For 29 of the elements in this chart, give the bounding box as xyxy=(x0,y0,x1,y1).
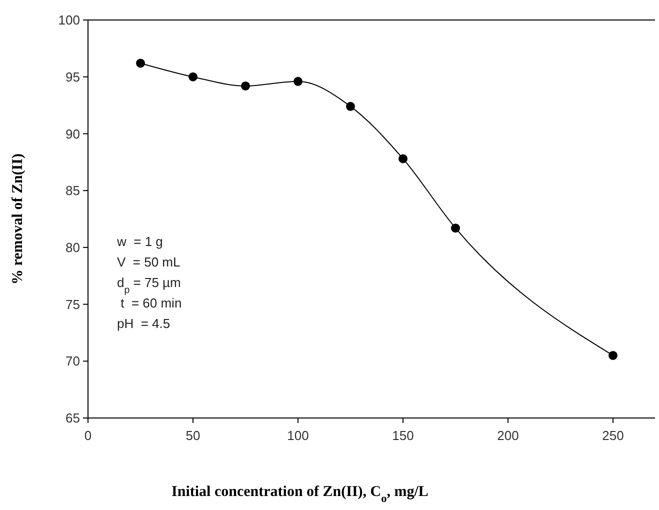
x-tick-label: 250 xyxy=(602,428,624,443)
point xyxy=(451,224,460,233)
point xyxy=(346,102,355,111)
x-axis-title: Initial concentration of Zn(II), C$_{o}$, mg/L xyxy=(172,484,428,505)
y-tick-label: 70 xyxy=(66,354,80,369)
point xyxy=(136,58,145,68)
point xyxy=(188,72,198,82)
annotation: d$_{p}$ = 75 µm xyxy=(117,275,181,296)
annotation: w = 1 g xyxy=(116,234,163,249)
point xyxy=(294,76,302,86)
point xyxy=(608,350,618,360)
y-tick-label: 75 xyxy=(66,296,80,312)
y-tick-label: 80 xyxy=(66,240,80,255)
point xyxy=(398,154,408,164)
x-tick-label: 150 xyxy=(392,428,414,443)
x-tick-label: 200 xyxy=(497,428,519,443)
y-tick-label: 85 xyxy=(66,183,80,198)
x-tick-label: 50 xyxy=(186,428,200,443)
annotation: V = 50 mL xyxy=(117,254,180,270)
y-axis-title: % removal of Zn(II) xyxy=(10,154,26,284)
y-tick-label: 100 xyxy=(58,12,80,28)
annotation: pH = 4.5 xyxy=(117,316,170,331)
y-tick-label: 95 xyxy=(66,69,80,84)
y-tick-label: 90 xyxy=(66,126,80,142)
x-tick-label: 100 xyxy=(287,428,309,443)
point xyxy=(241,81,250,90)
y-tick-label: 65 xyxy=(66,410,80,426)
annotation: t = 60 min xyxy=(117,296,182,310)
x-tick-label: 0 xyxy=(84,428,92,443)
